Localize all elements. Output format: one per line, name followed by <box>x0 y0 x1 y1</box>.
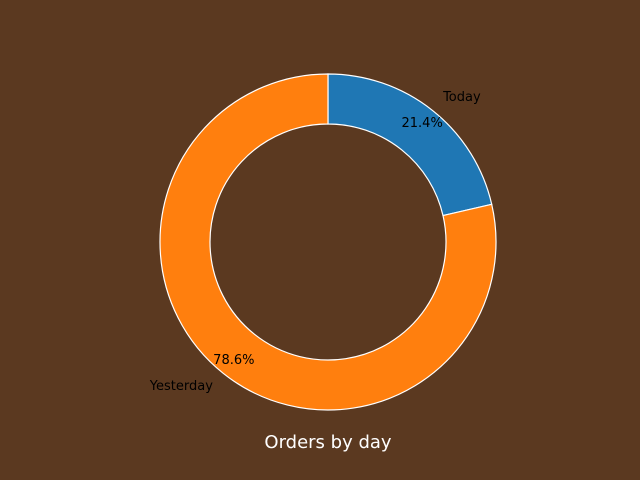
slice-label-today: Today <box>442 90 481 105</box>
slice-label-yesterday: Yesterday <box>149 379 213 394</box>
chart-title: Orders by day <box>264 432 392 453</box>
slice-yesterday <box>159 73 497 411</box>
slices-group <box>159 73 497 411</box>
slice-percent-yesterday: 78.6% <box>213 353 254 368</box>
slice-percent-today: 21.4% <box>402 116 443 131</box>
